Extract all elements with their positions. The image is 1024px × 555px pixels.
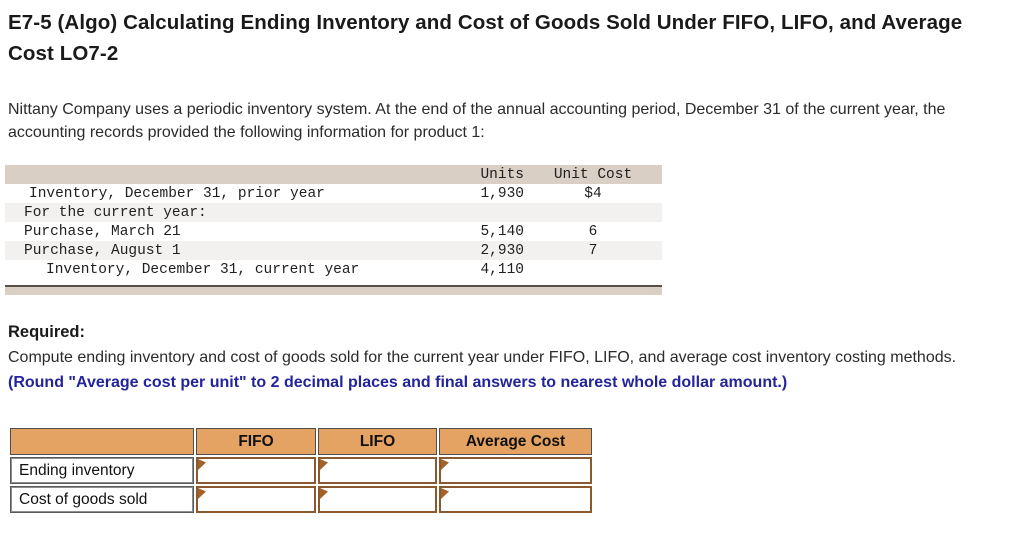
- row-unit-cost-value: 7: [588, 242, 598, 259]
- table-row: Ending inventory: [10, 457, 592, 484]
- ending-inventory-average-cost-input[interactable]: [441, 459, 590, 482]
- row-label: Inventory, December 31, current year: [46, 261, 360, 278]
- row-unit-cost-value: 6: [588, 223, 598, 240]
- ending-inventory-lifo-cell[interactable]: [318, 457, 437, 484]
- table-footer-bar: [5, 285, 662, 295]
- inventory-table-header-row: Units Unit Cost: [5, 165, 662, 184]
- row-units-value: 5,140: [480, 223, 524, 240]
- required-instruction-text: Compute ending inventory and cost of goo…: [8, 349, 957, 366]
- cost-of-goods-sold-fifo-input[interactable]: [198, 488, 314, 511]
- unit-cost-column-header: Unit Cost: [553, 166, 633, 183]
- cost-of-goods-sold-fifo-cell[interactable]: [196, 486, 316, 513]
- ending-inventory-average-cost-cell[interactable]: [439, 457, 592, 484]
- required-paragraph: Compute ending inventory and cost of goo…: [8, 345, 1016, 395]
- cost-of-goods-sold-lifo-input[interactable]: [320, 488, 435, 511]
- required-heading: Required:: [8, 323, 86, 341]
- column-header-lifo: LIFO: [318, 428, 437, 455]
- rounding-instruction-text: (Round "Average cost per unit" to 2 deci…: [8, 374, 788, 391]
- table-row: For the current year:: [5, 203, 662, 222]
- answer-marker-icon: [320, 488, 328, 499]
- table-row: Cost of goods sold: [10, 486, 592, 513]
- ending-inventory-fifo-cell[interactable]: [196, 457, 316, 484]
- ending-inventory-fifo-input[interactable]: [198, 459, 314, 482]
- answer-marker-icon: [441, 459, 449, 470]
- row-label: Purchase, March 21: [24, 223, 181, 240]
- table-row: Purchase, March 21 5,140 6: [5, 222, 662, 241]
- row-label: Purchase, August 1: [24, 242, 181, 259]
- ending-inventory-lifo-input[interactable]: [320, 459, 435, 482]
- answer-table-header-row: FIFO LIFO Average Cost: [10, 428, 592, 455]
- answer-marker-icon: [198, 488, 206, 499]
- problem-page: E7-5 (Algo) Calculating Ending Inventory…: [5, 11, 1016, 515]
- answer-marker-icon: [198, 459, 206, 470]
- column-header-fifo: FIFO: [196, 428, 316, 455]
- cost-of-goods-sold-lifo-cell[interactable]: [318, 486, 437, 513]
- problem-title: E7-5 (Algo) Calculating Ending Inventory…: [8, 11, 963, 65]
- table-row: Inventory, December 31, current year 4,1…: [5, 260, 662, 279]
- row-unit-cost-value: $4: [584, 185, 602, 202]
- row-units-value: 1,930: [480, 185, 524, 202]
- column-header-average-cost: Average Cost: [439, 428, 592, 455]
- row-label: Inventory, December 31, prior year: [29, 185, 325, 202]
- row-label-cost-of-goods-sold: Cost of goods sold: [10, 486, 194, 513]
- answer-table-corner-cell: [10, 428, 194, 455]
- units-column-header: Units: [480, 166, 524, 183]
- answer-table: FIFO LIFO Average Cost Ending inventory …: [8, 426, 594, 515]
- row-label: For the current year:: [24, 204, 207, 221]
- table-row: Inventory, December 31, prior year 1,930…: [5, 184, 662, 203]
- answer-marker-icon: [320, 459, 328, 470]
- inventory-data-table: Units Unit Cost Inventory, December 31, …: [5, 165, 662, 279]
- intro-paragraph: Nittany Company uses a periodic inventor…: [8, 101, 946, 141]
- row-label-ending-inventory: Ending inventory: [10, 457, 194, 484]
- cost-of-goods-sold-average-cost-input[interactable]: [441, 488, 590, 511]
- cost-of-goods-sold-average-cost-cell[interactable]: [439, 486, 592, 513]
- row-units-value: 4,110: [480, 261, 524, 278]
- row-units-value: 2,930: [480, 242, 524, 259]
- answer-marker-icon: [441, 488, 449, 499]
- table-row: Purchase, August 1 2,930 7: [5, 241, 662, 260]
